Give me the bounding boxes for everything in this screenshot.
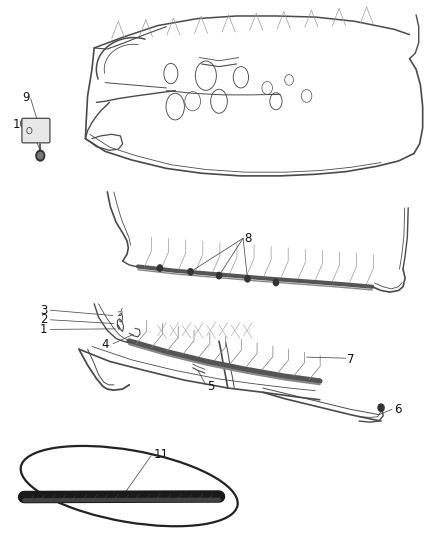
- Circle shape: [378, 404, 384, 411]
- Text: 4: 4: [101, 338, 109, 351]
- Text: 6: 6: [394, 403, 402, 416]
- Circle shape: [216, 272, 222, 279]
- Circle shape: [245, 276, 250, 282]
- Text: 10: 10: [12, 118, 27, 131]
- Circle shape: [188, 269, 193, 275]
- Text: 9: 9: [22, 91, 30, 103]
- Text: 1: 1: [40, 323, 47, 336]
- Text: 7: 7: [347, 353, 355, 366]
- Circle shape: [157, 265, 162, 271]
- Text: 11: 11: [153, 448, 168, 461]
- Circle shape: [273, 279, 279, 286]
- Text: 8: 8: [244, 232, 252, 245]
- FancyBboxPatch shape: [22, 118, 50, 143]
- Text: 3: 3: [40, 304, 47, 317]
- Circle shape: [36, 150, 45, 161]
- Text: 2: 2: [40, 313, 47, 326]
- Circle shape: [38, 152, 43, 159]
- Text: 5: 5: [207, 380, 215, 393]
